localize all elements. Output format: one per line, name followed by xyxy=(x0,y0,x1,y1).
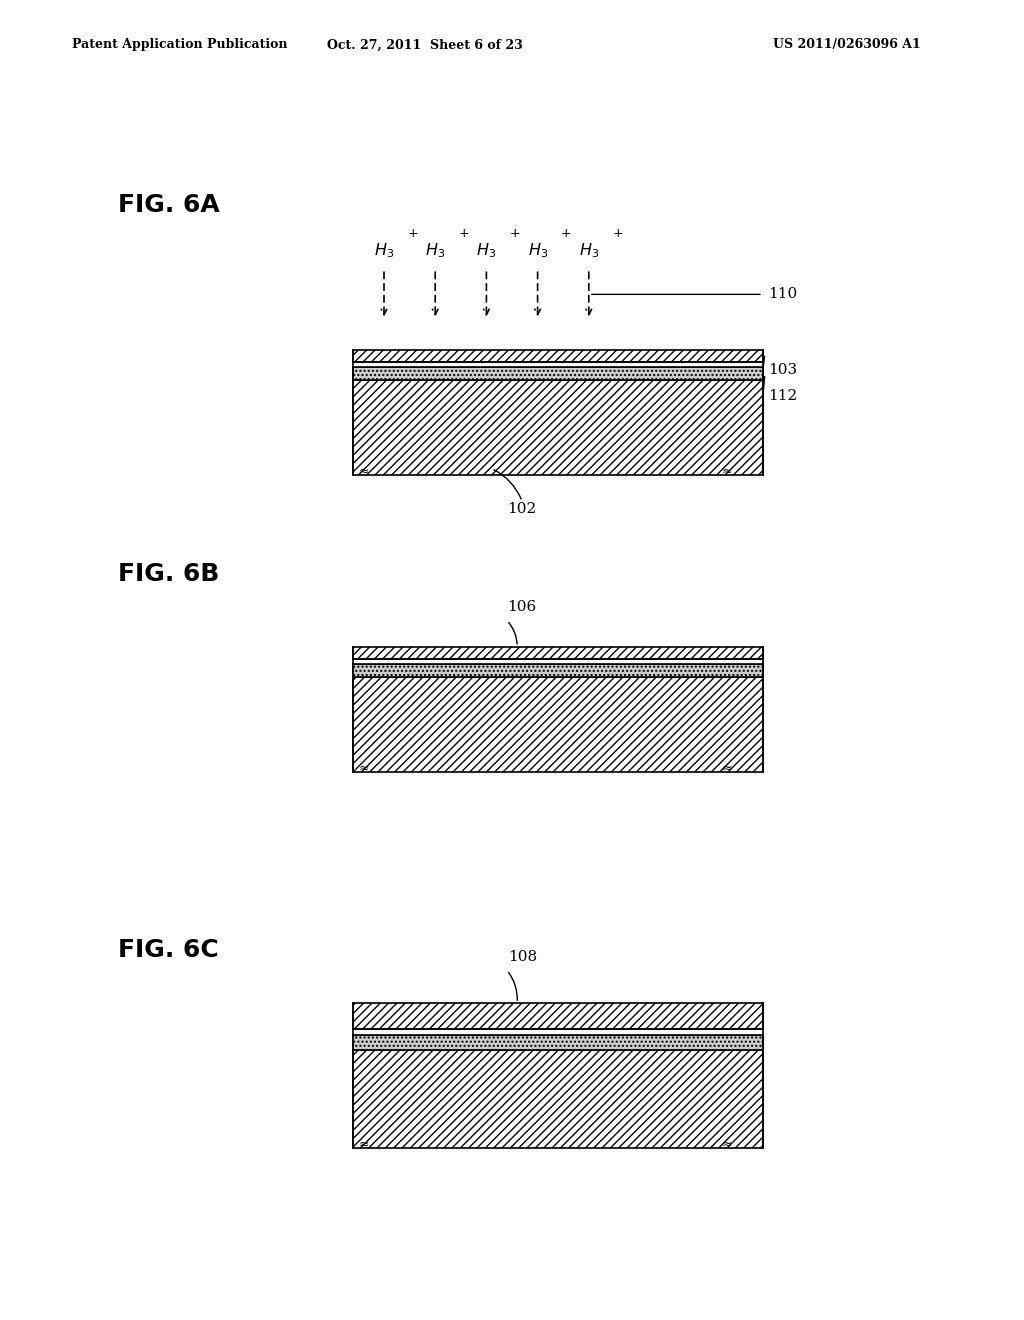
Text: FIG. 6C: FIG. 6C xyxy=(118,939,218,962)
Text: ≈: ≈ xyxy=(722,465,732,478)
Bar xyxy=(353,647,763,660)
Text: ≈: ≈ xyxy=(722,762,732,775)
Text: Patent Application Publication: Patent Application Publication xyxy=(72,38,287,51)
Text: +: + xyxy=(408,227,418,240)
Text: 102: 102 xyxy=(508,502,537,516)
Bar xyxy=(353,362,763,367)
Text: $H_3$: $H_3$ xyxy=(425,242,445,260)
Text: $H_3$: $H_3$ xyxy=(527,242,548,260)
Text: $H_3$: $H_3$ xyxy=(579,242,599,260)
Text: +: + xyxy=(612,227,623,240)
Text: 108: 108 xyxy=(508,949,537,964)
Text: US 2011/0263096 A1: US 2011/0263096 A1 xyxy=(773,38,921,51)
Bar xyxy=(353,1035,763,1049)
Text: +: + xyxy=(561,227,571,240)
Bar xyxy=(353,1049,763,1148)
Text: 112: 112 xyxy=(768,389,798,403)
Bar xyxy=(353,1003,763,1030)
Text: ≈: ≈ xyxy=(358,762,369,775)
Text: FIG. 6B: FIG. 6B xyxy=(118,562,219,586)
Text: ≈: ≈ xyxy=(722,1138,732,1151)
Text: ≈: ≈ xyxy=(358,1138,369,1151)
Text: 106: 106 xyxy=(508,599,537,614)
Text: $H_3$: $H_3$ xyxy=(374,242,394,260)
Bar xyxy=(353,367,763,380)
Bar xyxy=(353,664,763,677)
Text: 110: 110 xyxy=(768,288,798,301)
Text: ≈: ≈ xyxy=(358,465,369,478)
Text: $H_3$: $H_3$ xyxy=(476,242,497,260)
Text: Oct. 27, 2011  Sheet 6 of 23: Oct. 27, 2011 Sheet 6 of 23 xyxy=(327,38,523,51)
Text: +: + xyxy=(510,227,520,240)
Bar xyxy=(353,380,763,475)
Bar xyxy=(353,1030,763,1035)
Text: 103: 103 xyxy=(768,363,797,376)
Text: FIG. 6A: FIG. 6A xyxy=(118,193,219,216)
Text: +: + xyxy=(459,227,469,240)
Bar xyxy=(353,677,763,772)
Bar xyxy=(353,350,763,362)
Bar xyxy=(353,660,763,664)
